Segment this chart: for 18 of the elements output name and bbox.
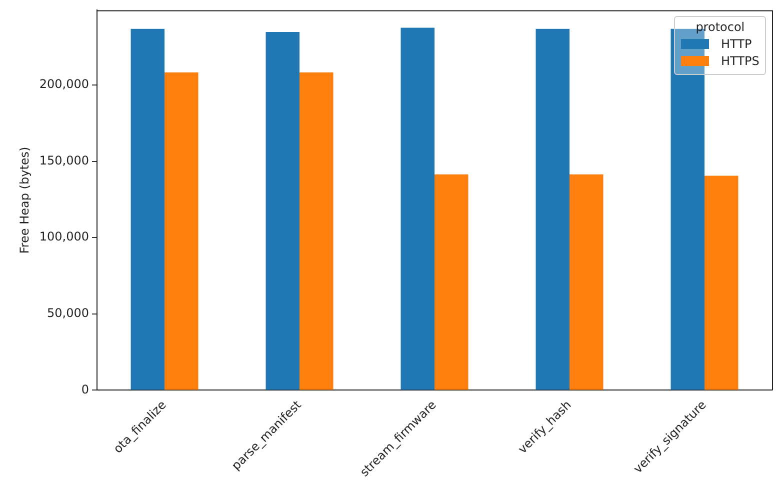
y-tick-label: 50,000 xyxy=(47,306,90,320)
bar xyxy=(164,72,198,390)
legend-label: HTTPS xyxy=(721,54,760,68)
bar xyxy=(400,28,435,390)
bar xyxy=(300,72,334,390)
bar xyxy=(570,174,604,390)
y-tick-label: 150,000 xyxy=(39,153,90,168)
y-tick-label: 0 xyxy=(81,382,90,396)
y-axis-title: Free Heap (bytes) xyxy=(17,146,32,254)
y-tick-label: 200,000 xyxy=(39,77,90,92)
bar xyxy=(130,28,165,390)
legend-title: protocol xyxy=(694,20,746,34)
bar xyxy=(266,32,300,390)
bar xyxy=(434,174,468,390)
bar xyxy=(536,28,570,390)
y-tick-label: 100,000 xyxy=(39,230,90,244)
bar xyxy=(704,176,738,390)
legend-label: HTTP xyxy=(721,37,752,52)
